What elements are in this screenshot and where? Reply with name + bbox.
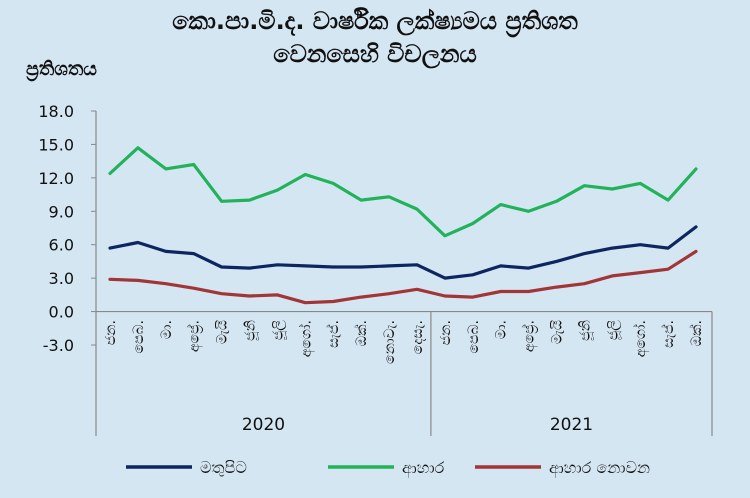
x-tick-label: මැයි — [215, 319, 231, 344]
series-line-2 — [108, 146, 698, 238]
year-label: 2020 — [242, 415, 285, 435]
x-tick-label: ජූනි — [577, 320, 594, 341]
y-tick-label: 0.0 — [49, 303, 74, 322]
x-tick-label: ජූනි — [243, 320, 260, 341]
x-tick-label: ජන. — [438, 320, 454, 345]
x-tick-label: අප්‍රේ. — [187, 320, 204, 352]
y-tick-label: -3.0 — [43, 336, 74, 355]
x-tick-label: දෙසැ. — [410, 320, 426, 354]
y-tick-label: 3.0 — [49, 269, 74, 288]
y-axis-label: ප්‍රතිශතය — [26, 58, 97, 80]
chart-title-line-1: කො.පා.මි.ද. වාර්ෂික ලක්ෂ්‍යමය ප්‍රතිශත — [172, 7, 578, 35]
x-tick-label: ජන. — [103, 320, 119, 345]
x-tick-label: නොවැ. — [382, 320, 398, 364]
y-tick-label: 9.0 — [49, 202, 74, 221]
x-tick-label: මැයි — [549, 319, 565, 344]
x-tick-label: මා. — [494, 320, 510, 339]
x-tick-label: ජූලි — [605, 320, 622, 340]
y-tick-label: 15.0 — [38, 135, 74, 154]
x-tick-label: අගෝ. — [298, 320, 315, 357]
x-tick-label: ජූලි — [270, 320, 287, 340]
legend-label-2: ආහාර — [402, 458, 445, 478]
series-line-1 — [108, 225, 698, 280]
x-tick-label: මා. — [159, 320, 175, 339]
legend-label-1: මතුපිට — [200, 458, 247, 477]
series-line-3 — [108, 249, 698, 305]
chart-title-line-2: වෙනසෙහි විචලනය — [273, 40, 477, 68]
x-tick-label: අගෝ. — [633, 320, 650, 357]
x-tick-label: පෙබ. — [466, 320, 482, 353]
y-tick-label: 12.0 — [38, 169, 74, 188]
x-tick-label: ඔක්. — [354, 320, 370, 346]
x-tick-label: සැප්. — [326, 320, 342, 348]
x-tick-label: සැප්. — [661, 320, 677, 348]
x-tick-label: ඔක්. — [689, 320, 705, 346]
y-tick-label: 18.0 — [38, 102, 74, 121]
year-label: 2021 — [550, 415, 593, 435]
y-tick-label: 6.0 — [49, 236, 74, 255]
x-tick-label: පෙබ. — [131, 320, 147, 353]
legend-label-3: ආහාර නොවන — [549, 458, 650, 478]
x-tick-label: අප්‍රේ. — [521, 320, 538, 352]
